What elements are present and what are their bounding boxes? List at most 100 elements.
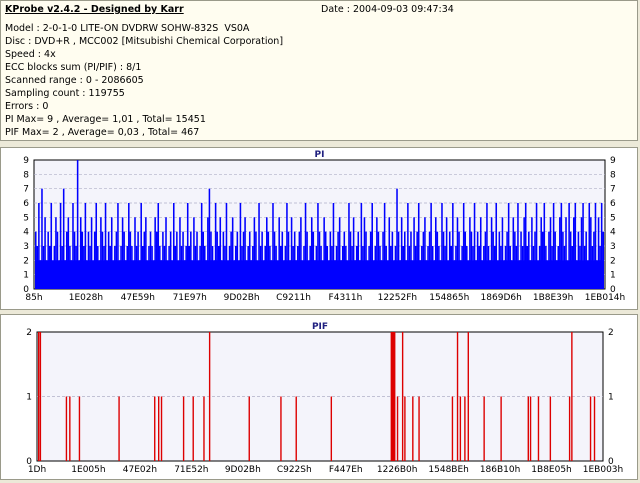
pif-xtick-label: 1B8E05h [531, 465, 571, 475]
pi-bar [95, 203, 98, 289]
pi-bar [78, 260, 80, 289]
pi-bar [486, 203, 488, 289]
pi-bar [431, 246, 434, 289]
pi-bar [405, 260, 408, 289]
pi-bar [73, 231, 76, 289]
pi-bar [312, 231, 315, 289]
pi-bar [410, 231, 412, 289]
pi-title: PI [315, 150, 325, 160]
pi-bar [470, 231, 473, 289]
pi-bar [337, 231, 339, 289]
pi-ytick-right: 9 [610, 156, 616, 166]
pi-bar [442, 231, 445, 289]
pif-xtick-label: 1EB003h [583, 465, 623, 475]
pi-bar [407, 203, 409, 289]
pi-bar [61, 246, 63, 289]
pi-bar [501, 217, 504, 289]
pi-bar [346, 260, 349, 289]
pi-bar [199, 246, 201, 289]
pi-bar [472, 246, 474, 289]
pi-bar [242, 231, 245, 289]
pi-bar [188, 246, 191, 289]
pi-bar [101, 231, 104, 289]
pi-bar [444, 246, 446, 289]
pi-bar [338, 217, 341, 289]
pi-bar [44, 217, 46, 289]
pi-bar [430, 203, 432, 289]
pi-xtick-label: 154865h [429, 293, 469, 303]
pi-bar [459, 260, 462, 289]
pi-bar [493, 246, 496, 289]
pi-bar [163, 246, 166, 289]
pi-bar [366, 260, 369, 289]
pi-bar [596, 260, 598, 289]
pi-bar [545, 246, 547, 289]
pi-bar [159, 246, 161, 289]
pi-bar [554, 231, 556, 289]
info-line-disc: Disc : DVD+R , MCC002 [Mitsubishi Chemic… [5, 36, 284, 47]
pi-bar [538, 246, 541, 289]
pif-xtick-label: 1E005h [71, 465, 105, 475]
pi-bar [227, 260, 229, 289]
pi-bar [551, 246, 553, 289]
pi-bar [191, 260, 194, 289]
pi-bar [120, 246, 122, 289]
pi-bar [534, 231, 536, 289]
pi-xtick-label: 47E59h [121, 293, 155, 303]
pi-bar [261, 231, 263, 289]
pi-bar [532, 246, 535, 289]
pi-bar [72, 203, 74, 289]
pi-bar [396, 188, 398, 289]
pi-bar [514, 231, 516, 289]
pi-ytick-right: 3 [610, 242, 616, 252]
pi-bar [176, 231, 178, 289]
pi-bar [132, 260, 135, 289]
pi-bar [155, 231, 158, 289]
pi-bar [69, 246, 71, 289]
pi-ytick-right: 4 [610, 228, 616, 238]
pi-bar [571, 246, 573, 289]
pi-bar [35, 231, 37, 289]
pi-bar [569, 231, 572, 289]
pif-ytick-right: 0 [608, 457, 614, 467]
pi-bar [310, 217, 313, 289]
pi-bar [321, 260, 324, 289]
pi-bar [362, 246, 364, 289]
pi-bar [413, 217, 415, 289]
pi-bar [355, 246, 358, 289]
pi-bar [479, 217, 482, 289]
pi-bar [269, 246, 271, 289]
pi-bar [58, 260, 60, 289]
pi-bar [531, 217, 533, 289]
pi-bar [126, 246, 129, 289]
pi-bar [307, 260, 310, 289]
pi-bar [408, 246, 411, 289]
pi-bar [114, 246, 116, 289]
pi-bar [262, 260, 265, 289]
pi-bar [151, 246, 153, 289]
pi-bar [461, 246, 463, 289]
pi-bar [529, 260, 532, 289]
info-line-model: Model : 2-0-1-0 LITE-ON DVDRW SOHW-832S … [5, 23, 250, 34]
pi-bar [129, 231, 132, 289]
pi-bar [97, 246, 99, 289]
pi-bar [566, 260, 569, 289]
pi-bar [287, 231, 290, 289]
pi-bar [448, 231, 451, 289]
pi-bar [503, 260, 505, 289]
pi-bar [42, 246, 45, 289]
pi-bar [510, 260, 513, 289]
pi-bar [490, 217, 493, 289]
pi-bar [115, 231, 118, 289]
pi-bar [107, 231, 110, 289]
pi-bar [235, 246, 237, 289]
scan-date: Date : 2004-09-03 09:47:34 [321, 4, 454, 15]
pi-bar [279, 246, 282, 289]
pi-bar [205, 260, 208, 289]
pi-bar [515, 246, 518, 289]
pif-xtick-label: 1226B0h [377, 465, 418, 475]
pi-bar [109, 246, 111, 289]
pi-bar [590, 217, 592, 289]
pi-bar [177, 260, 180, 289]
pi-bar [56, 231, 59, 289]
